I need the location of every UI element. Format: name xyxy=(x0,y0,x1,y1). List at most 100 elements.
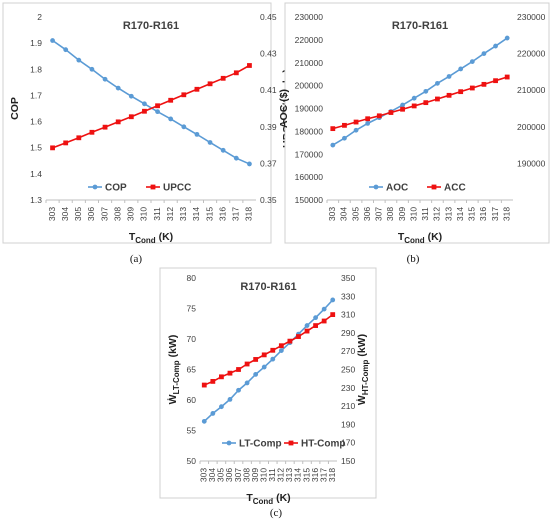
y-right-tick-label: 0.39 xyxy=(260,122,277,132)
x-tick-label: 315 xyxy=(204,207,214,221)
data-point-ht-comp xyxy=(261,352,267,358)
legend-marker xyxy=(288,440,294,446)
y-right-tick-label: 330 xyxy=(341,291,355,301)
series-line-ht-comp xyxy=(203,313,334,386)
data-point-lt-comp xyxy=(201,418,207,424)
chart-frame xyxy=(2,2,272,244)
data-point-lt-comp xyxy=(210,411,216,416)
data-point-upcc xyxy=(181,92,187,98)
data-point-ht-comp xyxy=(287,338,293,344)
data-point-cop xyxy=(63,47,69,53)
data-point-upcc xyxy=(142,108,147,114)
x-tick-label: 308 xyxy=(112,207,122,221)
data-point-ht-comp xyxy=(201,382,207,388)
data-point-cop xyxy=(181,124,187,130)
chart-title: R170-R161 xyxy=(392,20,448,32)
x-axis-label-unit: (K) xyxy=(156,231,174,243)
data-point-cop xyxy=(128,93,134,99)
data-point-acc xyxy=(423,100,429,106)
data-point-aoc xyxy=(423,88,429,94)
series-line-upcc xyxy=(52,64,250,149)
legend-label-aoc: AOC xyxy=(386,183,408,194)
y-left-tick-label: 200000 xyxy=(295,81,324,91)
data-point-acc xyxy=(446,92,452,98)
x-tick-label: 306 xyxy=(362,207,372,221)
data-point-upcc xyxy=(63,140,69,146)
series-line-aoc xyxy=(332,37,508,146)
data-point-upcc xyxy=(76,135,82,141)
x-tick-label: 317 xyxy=(318,468,328,482)
data-point-cop xyxy=(115,85,121,91)
data-point-acc xyxy=(365,116,371,122)
y-left-tick-label: 1.3 xyxy=(30,195,42,205)
data-point-upcc xyxy=(247,63,252,68)
data-point-aoc xyxy=(353,127,359,133)
legend-marker xyxy=(431,184,437,190)
data-point-acc xyxy=(376,113,382,119)
legend-marker xyxy=(373,184,379,190)
y-right-tick-label: 270 xyxy=(341,346,355,356)
x-tick-label: 306 xyxy=(86,207,96,221)
x-tick-label: 313 xyxy=(178,207,188,221)
data-point-upcc xyxy=(128,114,134,120)
data-point-lt-comp xyxy=(219,404,224,410)
y-right-tick-label: 0.45 xyxy=(260,12,277,22)
y-left-label-subscript: LT-Comp xyxy=(172,360,181,394)
data-point-cop xyxy=(168,116,174,122)
x-tick-label: 307 xyxy=(374,207,384,221)
y-right-tick-label: 190 xyxy=(341,419,355,429)
data-point-aoc xyxy=(504,35,510,41)
data-point-aoc xyxy=(330,142,336,148)
series-line-lt-comp xyxy=(203,299,334,422)
y-left-label-unit: (kW) xyxy=(167,335,179,361)
data-point-cop xyxy=(207,140,213,145)
x-tick-label: 316 xyxy=(217,207,227,221)
data-point-ht-comp xyxy=(330,312,336,317)
y-left-axis-label: AOC ($) xyxy=(278,89,290,128)
data-point-aoc xyxy=(493,43,498,49)
y-left-tick-label: 230000 xyxy=(295,12,324,22)
x-tick-label: 308 xyxy=(241,468,251,482)
x-tick-label: 310 xyxy=(139,207,149,221)
y-right-tick-label: 170 xyxy=(341,438,355,448)
data-point-cop xyxy=(247,161,252,167)
x-tick-label: 318 xyxy=(327,468,337,482)
x-tick-label: 312 xyxy=(276,468,286,482)
data-point-aoc xyxy=(365,120,371,126)
y-left-tick-label: 1.4 xyxy=(30,169,42,179)
y-right-tick-label: 0.37 xyxy=(260,158,277,168)
y-left-tick-label: 70 xyxy=(187,334,197,344)
x-tick-label: 307 xyxy=(233,468,243,482)
data-point-aoc xyxy=(458,66,464,72)
data-point-lt-comp xyxy=(227,396,233,402)
data-point-cop xyxy=(233,155,239,161)
x-tick-label: 315 xyxy=(301,468,311,482)
y-right-tick-label: 200000 xyxy=(517,122,546,132)
data-point-lt-comp xyxy=(313,315,318,321)
y-right-tick-label: 310 xyxy=(341,310,355,320)
y-left-tick-label: 1.9 xyxy=(30,38,42,48)
data-point-upcc xyxy=(115,119,121,125)
legend-label-upcc: UPCC xyxy=(163,183,191,194)
y-left-tick-label: 190000 xyxy=(295,104,324,114)
data-point-upcc xyxy=(220,75,226,81)
data-point-upcc xyxy=(168,97,174,103)
chart-caption: (c) xyxy=(270,507,283,519)
x-tick-label: 316 xyxy=(310,468,320,482)
chart-caption: (b) xyxy=(407,253,420,265)
chart-caption: (a) xyxy=(130,253,143,265)
x-tick-label: 310 xyxy=(258,468,268,482)
chart-title: R170-R161 xyxy=(123,20,179,32)
x-tick-label: 317 xyxy=(490,207,500,221)
y-left-axis-label: COP xyxy=(9,97,21,120)
data-point-lt-comp xyxy=(253,371,259,377)
x-axis-label-subscript: Cond xyxy=(404,236,425,245)
data-point-acc xyxy=(330,126,336,132)
data-point-ht-comp xyxy=(227,370,233,376)
x-tick-label: 311 xyxy=(152,207,162,221)
data-point-cop xyxy=(102,76,108,82)
y-right-tick-label: 0.43 xyxy=(260,49,277,59)
series-line-acc xyxy=(332,76,508,130)
y-right-tick-label: 350 xyxy=(341,273,355,283)
x-tick-label: 309 xyxy=(397,207,407,221)
